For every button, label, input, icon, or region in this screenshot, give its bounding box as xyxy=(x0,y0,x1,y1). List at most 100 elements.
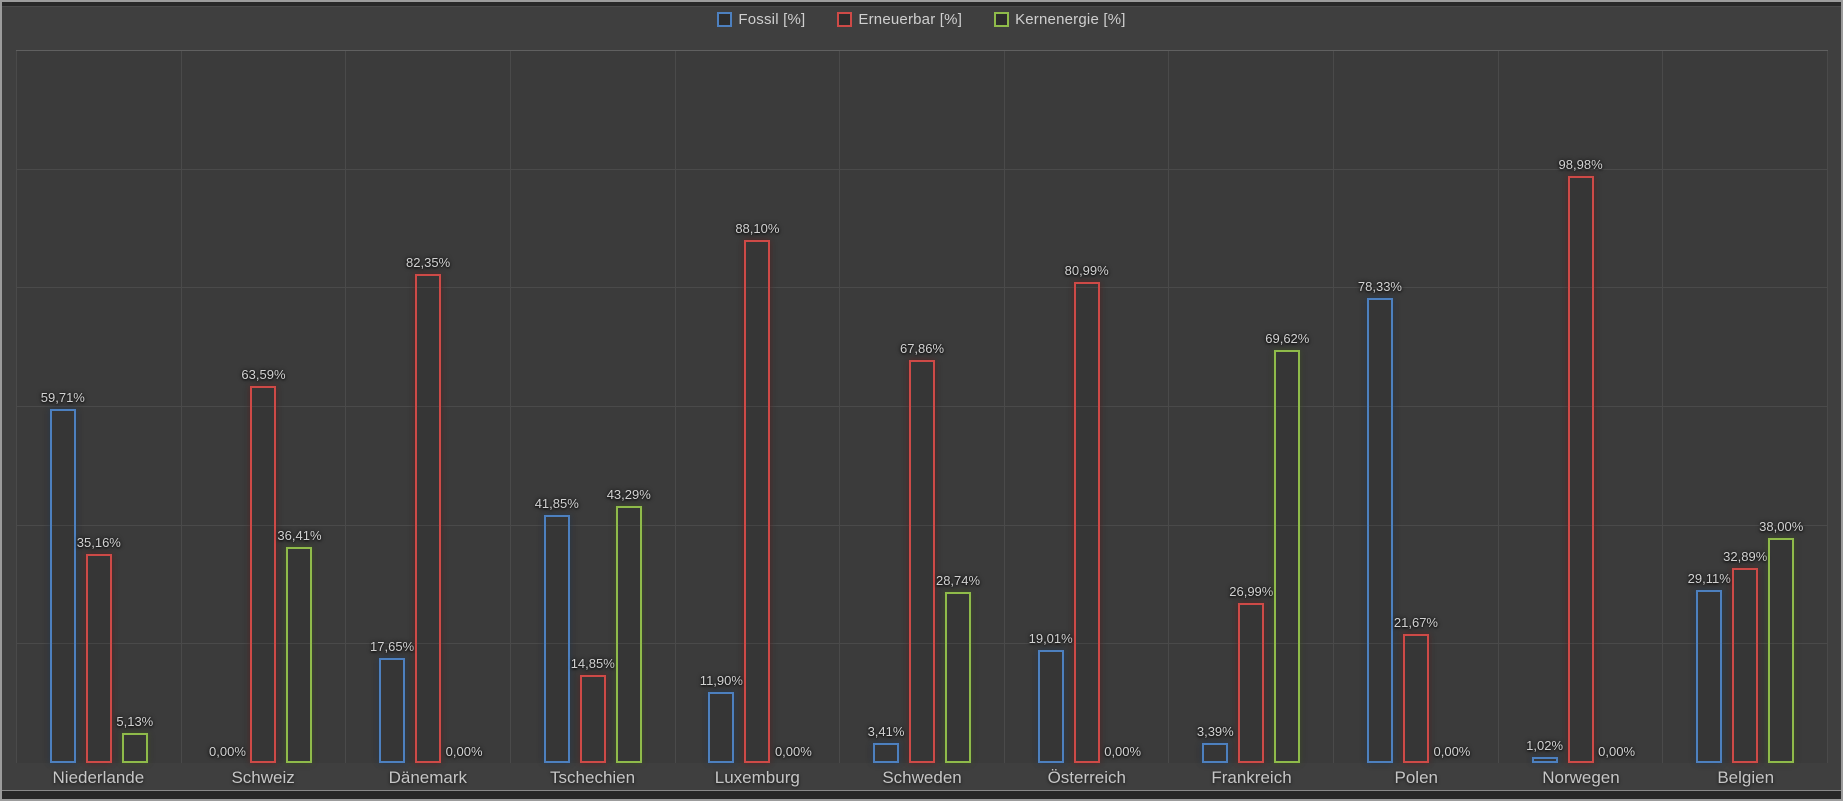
value-label: 0,00% xyxy=(209,744,246,759)
bar[interactable] xyxy=(909,360,936,763)
bar-group: 3,39% 26,99% 69,62% xyxy=(1169,51,1333,763)
category-column: 0,00% 63,59% 36,41% xyxy=(182,51,347,763)
bar-group: 41,85% 14,85% 43,29% xyxy=(511,51,675,763)
bar-slot: 28,74% xyxy=(936,51,980,763)
bar-slot: 19,01% xyxy=(1029,51,1073,763)
bar-slot: 38,00% xyxy=(1759,51,1803,763)
legend-item[interactable]: Kernenergie [%] xyxy=(994,11,1126,28)
gridline xyxy=(16,643,1828,645)
bar-slot: 82,35% xyxy=(406,51,450,763)
bar[interactable] xyxy=(1567,175,1594,763)
bar-group: 29,11% 32,89% 38,00% xyxy=(1663,51,1827,763)
bar-slot: 0,00% xyxy=(1104,51,1141,763)
bar[interactable] xyxy=(1366,298,1393,763)
bar-slot: 35,16% xyxy=(77,51,121,763)
bar-slot: 78,33% xyxy=(1358,51,1402,763)
bar-group: 19,01% 80,99% 0,00% xyxy=(1005,51,1169,763)
category-label: Norwegen xyxy=(1542,768,1620,787)
value-label: 80,99% xyxy=(1064,263,1109,279)
bar[interactable] xyxy=(1238,602,1265,763)
gridline xyxy=(16,168,1828,170)
value-label: 11,90% xyxy=(699,673,743,689)
plot-columns: 59,71% 35,16% 5,13% 0,00% 63,59% 36,41% 17,65%… xyxy=(16,51,1829,763)
category-column: 11,90% 88,10% 0,00% xyxy=(676,51,841,763)
value-label: 36,41% xyxy=(277,527,322,543)
bar-slot: 0,00% xyxy=(446,51,483,763)
top-strip xyxy=(2,2,1841,7)
legend-item[interactable]: Erneuerbar [%] xyxy=(837,11,962,28)
bar-group: 11,90% 88,10% 0,00% xyxy=(676,51,840,763)
category-label: Schweiz xyxy=(231,768,295,787)
bar[interactable] xyxy=(1202,742,1229,763)
bar[interactable] xyxy=(379,658,406,763)
bar[interactable] xyxy=(873,742,900,763)
bar-slot: 69,62% xyxy=(1265,51,1309,763)
bar[interactable] xyxy=(85,554,112,763)
bar-group: 1,02% 98,98% 0,00% xyxy=(1499,51,1663,763)
bar[interactable] xyxy=(1274,349,1301,763)
bar[interactable] xyxy=(744,240,771,763)
category-label: Österreich xyxy=(1047,768,1126,787)
category-label: Belgien xyxy=(1717,768,1775,787)
bar-slot: 14,85% xyxy=(571,51,615,763)
bar[interactable] xyxy=(945,592,972,763)
value-label: 3,41% xyxy=(867,723,905,739)
value-label: 1,02% xyxy=(1526,737,1564,753)
bar[interactable] xyxy=(49,408,76,763)
legend-label: Kernenergie [%] xyxy=(1015,11,1126,28)
value-label: 78,33% xyxy=(1357,279,1402,295)
bar-slot: 36,41% xyxy=(277,51,322,763)
gridline xyxy=(16,406,1828,407)
value-label: 63,59% xyxy=(241,366,286,382)
category-column: 29,11% 32,89% 38,00% xyxy=(1663,51,1829,763)
plot-area: 59,71% 35,16% 5,13% 0,00% 63,59% 36,41% 17,65%… xyxy=(16,50,1829,763)
category-axis: Niederlande Schweiz Dänemark Tschechien Luxe… xyxy=(16,768,1828,788)
bar[interactable] xyxy=(1696,590,1723,763)
category-label: Schweden xyxy=(882,768,962,787)
gridline xyxy=(16,524,1828,526)
legend-item[interactable]: Fossil [%] xyxy=(717,11,805,28)
bar[interactable] xyxy=(1402,634,1429,763)
bar-slot: 63,59% xyxy=(241,51,286,763)
bar[interactable] xyxy=(1531,756,1558,763)
value-label: 0,00% xyxy=(1104,744,1142,759)
value-label: 0,00% xyxy=(445,744,483,759)
legend-swatch-icon xyxy=(994,12,1010,27)
bar-slot: 0,00% xyxy=(775,51,812,763)
bar[interactable] xyxy=(615,506,642,763)
bottom-strip xyxy=(2,790,1841,799)
bar-slot: 59,71% xyxy=(41,51,85,763)
category-label: Dänemark xyxy=(388,768,468,787)
value-label: 88,10% xyxy=(735,221,780,237)
value-label: 67,86% xyxy=(899,341,945,357)
bar[interactable] xyxy=(708,692,735,763)
bar[interactable] xyxy=(1073,282,1100,763)
value-label: 29,11% xyxy=(1687,571,1731,587)
value-label: 98,98% xyxy=(1558,156,1603,172)
bar[interactable] xyxy=(286,546,313,763)
bar-slot: 21,67% xyxy=(1394,51,1438,763)
bar[interactable] xyxy=(1037,650,1064,763)
category-label: Niederlande xyxy=(52,768,145,787)
bar-slot: 41,85% xyxy=(535,51,579,763)
bar-slot: 0,00% xyxy=(209,51,246,763)
bar[interactable] xyxy=(1768,537,1795,763)
bar[interactable] xyxy=(579,674,606,763)
bar[interactable] xyxy=(250,385,277,763)
category-label: Polen xyxy=(1394,768,1438,787)
bar[interactable] xyxy=(543,514,570,763)
legend: Fossil [%] Erneuerbar [%] Kernenergie [%] xyxy=(2,11,1841,28)
value-label: 32,89% xyxy=(1723,548,1768,564)
bar[interactable] xyxy=(121,732,148,763)
value-label: 28,74% xyxy=(935,573,981,589)
category-label: Tschechien xyxy=(550,768,636,787)
bar-slot: 80,99% xyxy=(1065,51,1109,763)
bar-slot: 0,00% xyxy=(1598,51,1635,763)
category-column: 78,33% 21,67% 0,00% xyxy=(1334,51,1499,763)
value-label: 14,85% xyxy=(570,655,615,671)
category-column: 17,65% 82,35% 0,00% xyxy=(346,51,511,763)
value-label: 19,01% xyxy=(1028,631,1073,647)
bar[interactable] xyxy=(415,274,442,763)
bar[interactable] xyxy=(1732,567,1759,763)
